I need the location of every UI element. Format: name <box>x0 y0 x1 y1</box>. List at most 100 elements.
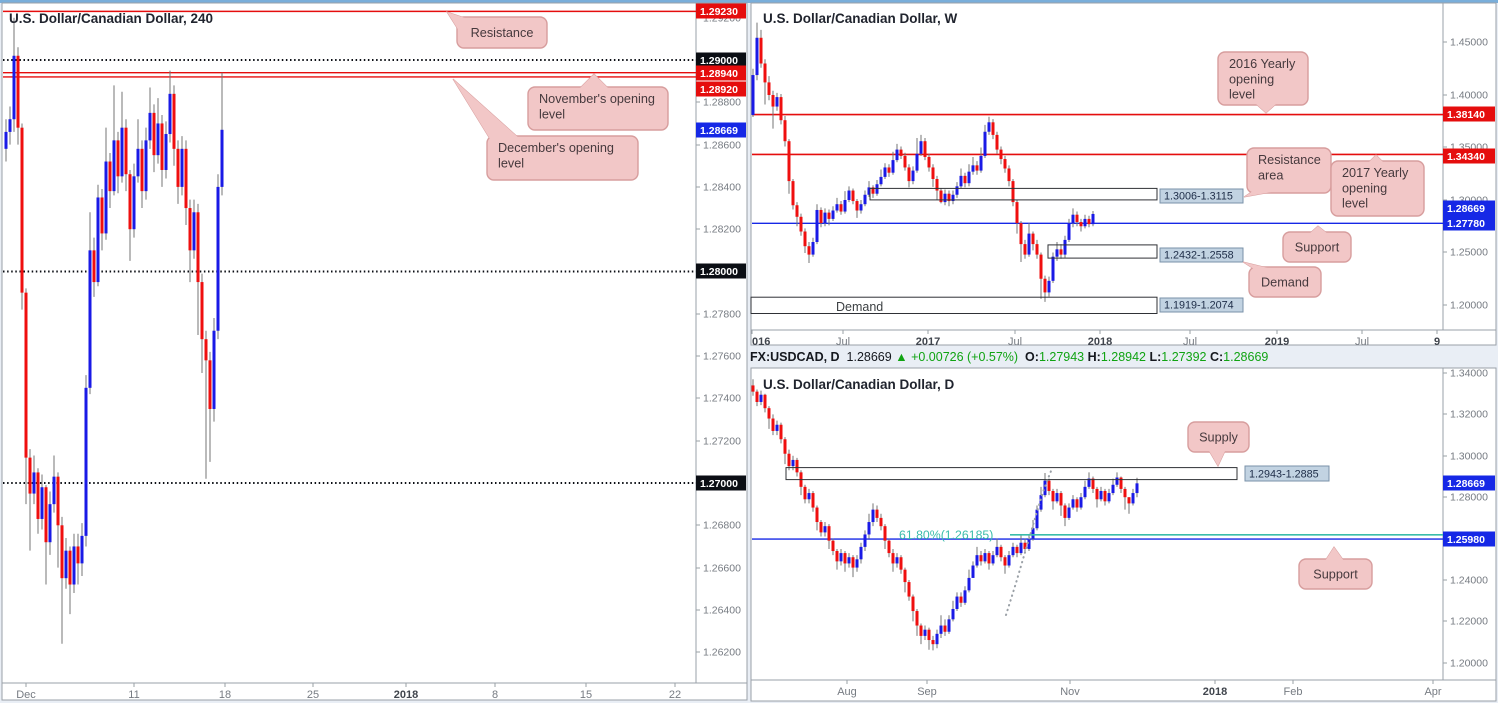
candle-body <box>839 553 843 562</box>
candle-body <box>939 625 943 634</box>
x-axis-label[interactable]: 11 <box>128 689 139 701</box>
callout-tail-fill <box>1243 262 1272 269</box>
zone-rect[interactable] <box>1047 244 1158 259</box>
x-axis-label[interactable]: Sep <box>917 686 937 698</box>
x-axis-label[interactable]: 22 <box>669 689 681 701</box>
zone-rect[interactable] <box>785 467 1238 481</box>
callout-tail-fill <box>1256 104 1276 113</box>
candle-body <box>1011 546 1015 556</box>
x-axis-label[interactable]: Jul <box>1355 336 1369 348</box>
x-axis-label[interactable]: 2017 <box>916 336 940 348</box>
chart-usdcad-daily[interactable]: 1.2943-1.2885 61.80%(1.26185) Supply Suppor… <box>750 367 1497 702</box>
x-axis-label[interactable]: Apr <box>1424 686 1441 698</box>
x-axis-label[interactable]: Nov <box>1060 686 1080 698</box>
callout-tail-fill <box>453 79 520 139</box>
price-label-1.28000[interactable] <box>696 263 746 279</box>
candle-body <box>1023 244 1027 255</box>
x-axis-label[interactable]: 2019 <box>1265 336 1289 348</box>
x-axis-label[interactable]: Jul <box>1008 336 1022 348</box>
candle-body <box>1055 249 1059 257</box>
symbol-bar-segment: FX:USDCAD, D <box>750 350 847 364</box>
x-axis-label[interactable]: 15 <box>580 689 592 701</box>
callout-december-opening-level[interactable] <box>486 135 639 181</box>
x-axis-label[interactable]: Jul <box>836 336 850 348</box>
candle-body <box>140 148 144 192</box>
zone-rect[interactable] <box>750 296 1158 315</box>
x-axis-label[interactable]: 18 <box>219 689 231 701</box>
candle-body <box>192 212 196 251</box>
price-label-1.28940[interactable] <box>696 65 746 81</box>
candle-body <box>979 555 983 562</box>
x-axis-label[interactable]: 9 <box>1434 336 1440 348</box>
x-axis-label[interactable]: Aug <box>837 686 857 698</box>
callout-demand-weekly[interactable] <box>1248 266 1322 298</box>
zone-rect[interactable] <box>869 187 1158 201</box>
candle-body <box>64 550 68 579</box>
chart-usdcad-weekly[interactable]: 1.3006-1.3115 1.2432-1.2558 Demand 1.1919-1… <box>750 2 1497 348</box>
callout-text: Demand <box>1261 276 1309 290</box>
candle-body <box>763 63 767 83</box>
candle-body <box>84 387 88 536</box>
candle-body <box>1027 233 1031 255</box>
price-label-1.38140[interactable] <box>1443 106 1495 122</box>
candle-body <box>759 37 763 64</box>
symbol-bar-segment: 1.28669 <box>1223 350 1269 364</box>
candle-body <box>847 557 851 564</box>
candle-body <box>100 197 104 234</box>
candle-body <box>827 212 831 219</box>
x-axis-label[interactable]: 2018 <box>394 689 418 701</box>
price-label-1.27780[interactable] <box>1443 215 1495 231</box>
candle-body <box>795 205 799 217</box>
y-axis-label: 1.22000 <box>1450 616 1488 628</box>
candle-body <box>112 140 116 192</box>
candle-body <box>52 476 56 505</box>
candle-body <box>855 201 859 211</box>
candle-body <box>983 553 987 562</box>
candle-body <box>935 633 939 645</box>
candle-body <box>68 550 72 585</box>
price-label-1.27000[interactable] <box>696 475 746 491</box>
x-axis-label[interactable]: Feb <box>1284 686 1303 698</box>
candle-body <box>851 190 855 202</box>
candle-body <box>907 167 911 182</box>
price-label-1.34340[interactable] <box>1443 148 1495 164</box>
symbol-bar-segment: O: <box>1025 350 1039 364</box>
candle-body <box>751 385 755 392</box>
candle-body <box>1055 493 1059 502</box>
candle-body <box>767 82 771 95</box>
price-label-1.28669[interactable] <box>1443 475 1495 491</box>
x-axis-label[interactable]: 2018 <box>1203 686 1227 698</box>
candle-body <box>172 93 176 149</box>
candle-body <box>1075 214 1079 223</box>
callout-text: Resistance <box>471 26 534 40</box>
x-axis-label[interactable]: Dec <box>16 689 36 701</box>
price-label-1.28669[interactable] <box>696 122 746 138</box>
price-label-1.29230[interactable] <box>696 3 746 19</box>
candle-body <box>871 187 875 194</box>
callout-text: area <box>1258 168 1284 182</box>
x-axis-label[interactable]: 25 <box>307 689 319 701</box>
candle-body <box>899 557 903 570</box>
y-axis-label: 1.40000 <box>1450 90 1488 102</box>
x-axis-label[interactable]: 2018 <box>1088 336 1112 348</box>
callout-resistance[interactable] <box>456 16 548 49</box>
candle-body <box>823 526 827 533</box>
candle-body <box>755 391 759 402</box>
candle-body <box>819 209 823 224</box>
x-axis-label[interactable]: 016 <box>752 336 770 348</box>
x-axis-label[interactable]: 8 <box>492 689 498 701</box>
candle-body <box>939 190 943 203</box>
candle-body <box>971 165 975 172</box>
price-label-1.25980[interactable] <box>1443 531 1495 547</box>
candle-body <box>807 493 811 500</box>
x-axis-label[interactable]: Jul <box>1183 336 1197 348</box>
price-label-1.28669[interactable] <box>1443 200 1495 216</box>
price-label-1.28920[interactable] <box>696 81 746 97</box>
candle-body <box>871 509 875 523</box>
h4-candles <box>4 17 224 644</box>
y-axis-label: 1.24000 <box>1450 575 1488 587</box>
candle-body <box>1123 488 1127 498</box>
price-label-1.29000[interactable] <box>696 52 746 68</box>
